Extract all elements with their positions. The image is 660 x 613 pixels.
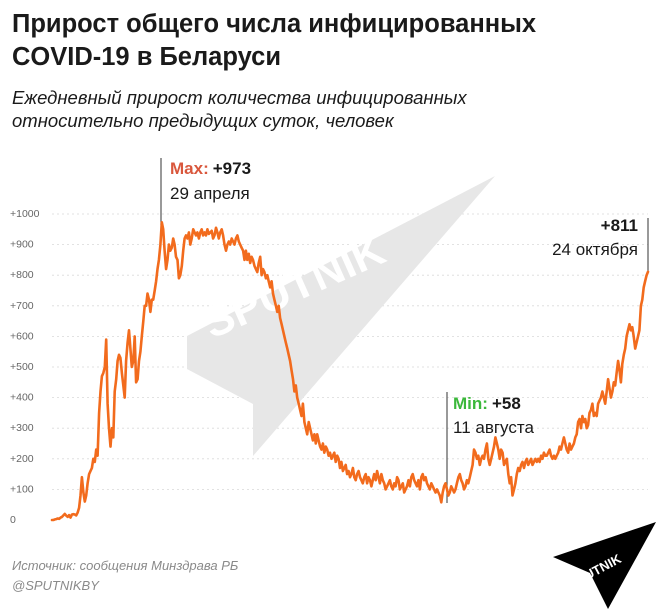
max-value: +973 (213, 159, 251, 178)
min-label: Min: (453, 394, 488, 413)
y-tick-label: +200 (10, 453, 34, 465)
last-date: 24 октября (552, 240, 638, 259)
y-axis-ticks: 0 +100 +200 +300 +400 +500 +600 +700 +800 +900 +10… (10, 208, 40, 526)
y-tick-label: +400 (10, 392, 34, 404)
source-note: Источник: сообщения Минздрава РБ (12, 558, 239, 573)
max-annotation: Max: +973 29 апреля (170, 159, 251, 203)
svg-text:Max:+973: Max: +973 (170, 159, 251, 178)
y-tick-label: +1000 (10, 208, 40, 220)
sputnik-logo: SPUTNIK (553, 522, 656, 609)
y-tick-label: +800 (10, 269, 34, 281)
min-value: +58 (492, 394, 521, 413)
last-value: +811 (601, 216, 638, 235)
min-annotation: Min: +58 11 августа (453, 394, 534, 437)
chart-title: Прирост общего числа инфицированных COVI… (12, 10, 537, 71)
y-tick-label: +600 (10, 330, 34, 342)
series-group (50, 221, 650, 522)
y-tick-label: +700 (10, 300, 34, 312)
y-tick-label: +300 (10, 422, 34, 434)
y-tick-label: +900 (10, 239, 34, 251)
last-annotation: +811 24 октября (552, 216, 638, 259)
y-tick-label: +100 (10, 483, 34, 495)
y-tick-label: 0 (10, 514, 16, 526)
y-tick-label: +500 (10, 361, 34, 373)
max-date: 29 апреля (170, 184, 250, 203)
grid (52, 213, 648, 490)
series-line (50, 221, 650, 522)
watermark-arrow-logo: SPUTNIK (187, 176, 495, 456)
chart-subtitle: Ежедневный прирост количества инфицирова… (12, 87, 467, 131)
max-label: Max: (170, 159, 209, 178)
svg-text:Min:+58: Min: +58 (453, 394, 521, 413)
social-handle: @SPUTNIKBY (12, 578, 99, 593)
min-date: 11 августа (453, 418, 534, 437)
